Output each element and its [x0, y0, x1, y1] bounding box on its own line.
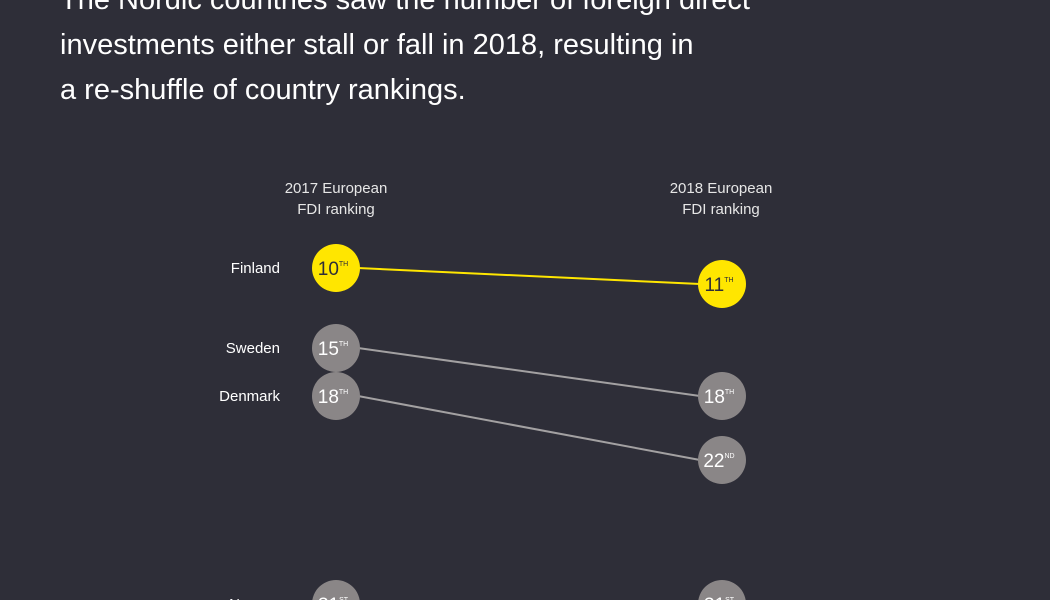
rank-label-denmark-2017: 18TH	[318, 387, 348, 408]
headline: The Nordic countries saw the number of f…	[60, 0, 960, 113]
headline-line-2: investments either stall or fall in 2018…	[60, 29, 694, 61]
rank-circle-finland-2018	[698, 260, 746, 308]
slope-line-denmark	[357, 395, 701, 461]
rank-circle-finland-2017	[312, 244, 360, 292]
column-header-2017-line-1: 2017 European	[284, 180, 388, 197]
country-label-sweden: Sweden	[226, 340, 280, 357]
rank-label-finland-2017: 10TH	[318, 259, 348, 280]
rank-circle-denmark-2017	[312, 372, 360, 420]
rank-circle-norway-2017	[312, 580, 360, 600]
slope-line-sweden	[357, 347, 701, 397]
column-header-2017: 2017 European FDI ranking	[236, 178, 436, 220]
column-header-2018-line-2: FDI ranking	[682, 201, 760, 218]
column-header-2018: 2018 European FDI ranking	[621, 178, 821, 220]
rank-label-norway-2018: 31ST	[704, 595, 735, 600]
rank-label-denmark-2018: 22ND	[703, 451, 734, 472]
column-header-2017-line-2: FDI ranking	[297, 201, 375, 218]
rank-label-sweden-2018: 18TH	[704, 387, 734, 408]
rank-circle-norway-2018	[698, 580, 746, 600]
rank-label-finland-2018: 11TH	[704, 275, 733, 296]
headline-line-1: The Nordic countries saw the number of f…	[60, 0, 750, 16]
rank-circle-denmark-2018	[698, 436, 746, 484]
rank-label-norway-2017: 31ST	[318, 595, 349, 600]
headline-line-3: a re-shuffle of country rankings.	[60, 74, 466, 106]
slope-line-finland	[357, 267, 701, 285]
country-label-norway: Norway	[229, 596, 280, 600]
country-label-finland: Finland	[231, 260, 280, 277]
rank-circle-sweden-2017	[312, 324, 360, 372]
rank-circle-sweden-2018	[698, 372, 746, 420]
column-header-2018-line-1: 2018 European	[669, 180, 773, 197]
rank-label-sweden-2017: 15TH	[318, 339, 348, 360]
country-label-denmark: Denmark	[219, 388, 280, 405]
